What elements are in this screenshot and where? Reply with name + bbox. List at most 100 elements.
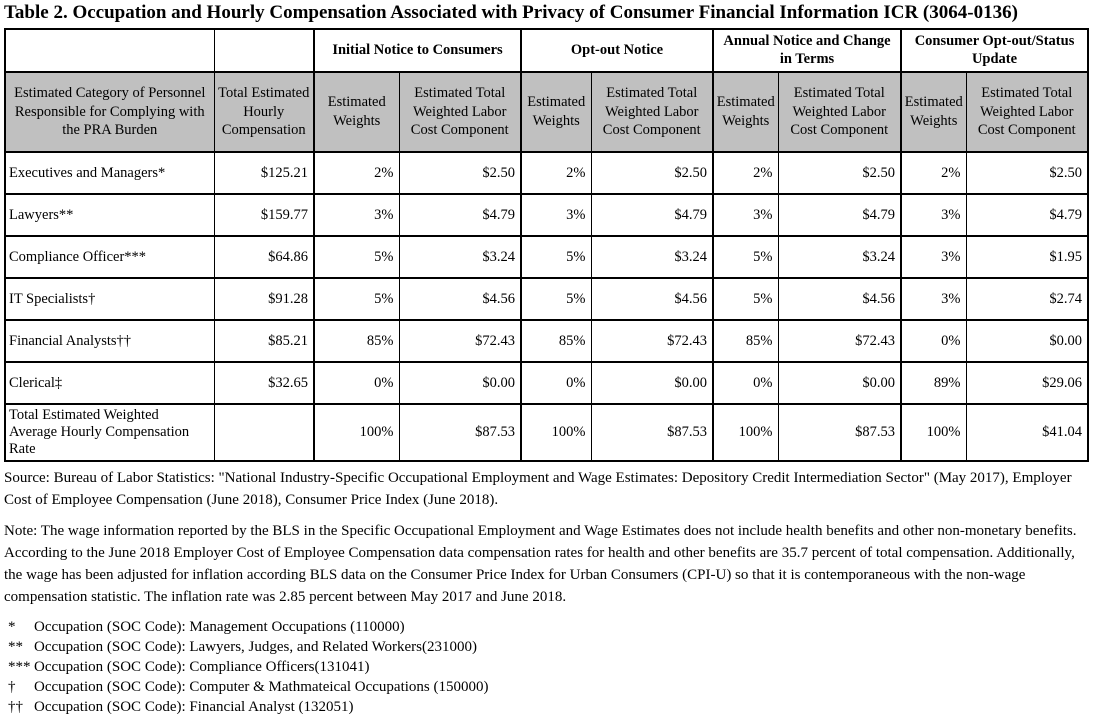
cell-cost: $4.79: [398, 193, 522, 237]
cell-weight: 3%: [712, 193, 779, 237]
cell-cost: $2.50: [777, 151, 902, 195]
cell-total-compensation: $32.65: [213, 361, 315, 405]
cell-category: IT Specialists†: [4, 277, 215, 321]
cell-cost: $1.95: [965, 235, 1089, 279]
cell-total-compensation: $91.28: [213, 277, 315, 321]
footnote: ** Occupation (SOC Code): Lawyers, Judge…: [4, 637, 1091, 657]
source-note: Source: Bureau of Labor Statistics: "Nat…: [4, 470, 1072, 508]
cell-cost: $4.56: [590, 277, 714, 321]
cell-cost: $72.43: [777, 319, 902, 363]
page-title: Table 2. Occupation and Hourly Compensat…: [4, 2, 1018, 23]
cell-weight: 100%: [900, 403, 967, 462]
cell-category: Financial Analysts††: [4, 319, 215, 363]
cell-weight: 3%: [900, 193, 967, 237]
cell-cost: $87.53: [777, 403, 902, 462]
cell-cost: $87.53: [590, 403, 714, 462]
cell-total-compensation: [213, 403, 315, 462]
cell-cost: $4.79: [965, 193, 1089, 237]
cell-weight: 100%: [313, 403, 400, 462]
column-header-cost: Estimated Total Weighted Labor Cost Comp…: [398, 71, 522, 153]
footnote-symbol: †: [8, 679, 16, 695]
cell-weight: 0%: [520, 361, 592, 405]
empty-corner-cell: [4, 28, 215, 73]
column-header-cost: Estimated Total Weighted Labor Cost Comp…: [590, 71, 714, 153]
cell-cost: $4.56: [398, 277, 522, 321]
cell-cost: $2.50: [965, 151, 1089, 195]
cell-category: Clerical‡: [4, 361, 215, 405]
cell-weight: 5%: [313, 235, 400, 279]
cell-weight: 0%: [712, 361, 779, 405]
cell-cost: $0.00: [965, 319, 1089, 363]
cell-weight: 0%: [900, 319, 967, 363]
footnote-text: Occupation (SOC Code): Financial Analyst…: [34, 699, 354, 714]
footnote: *** Occupation (SOC Code): Compliance Of…: [4, 657, 1091, 677]
table-total-row: Total Estimated Weighted Average Hourly …: [4, 403, 1089, 462]
cell-weight: 3%: [900, 277, 967, 321]
cell-weight: 5%: [520, 277, 592, 321]
footnote: † Occupation (SOC Code): Computer & Math…: [4, 677, 1091, 697]
group-header-initial-notice: Initial Notice to Consumers: [313, 28, 522, 73]
column-header-weights: Estimated Weights: [313, 71, 400, 153]
column-header-weights: Estimated Weights: [900, 71, 967, 153]
methodology-note: Note: The wage information reported by t…: [4, 523, 1077, 605]
cell-weight: 2%: [900, 151, 967, 195]
cell-cost: $4.79: [777, 193, 902, 237]
cell-total-compensation: $159.77: [213, 193, 315, 237]
footnote-text: Occupation (SOC Code): Compliance Office…: [34, 659, 370, 675]
cell-cost: $0.00: [777, 361, 902, 405]
column-header-category: Estimated Category of Personnel Responsi…: [4, 71, 215, 153]
column-header-cost: Estimated Total Weighted Labor Cost Comp…: [777, 71, 902, 153]
cell-cost: $2.50: [590, 151, 714, 195]
cell-cost: $72.43: [398, 319, 522, 363]
cell-category: Lawyers**: [4, 193, 215, 237]
cell-cost: $72.43: [590, 319, 714, 363]
table-row: Executives and Managers* $125.21 2% $2.5…: [4, 151, 1089, 195]
cell-cost: $3.24: [590, 235, 714, 279]
cell-weight: 5%: [712, 235, 779, 279]
footnote-text: Occupation (SOC Code): Management Occupa…: [34, 619, 405, 635]
column-header-cost: Estimated Total Weighted Labor Cost Comp…: [965, 71, 1089, 153]
group-header-consumer-opt-out: Consumer Opt-out/Status Update: [900, 28, 1089, 73]
group-header-annual-notice: Annual Notice and Change in Terms: [711, 28, 902, 73]
table-row: Lawyers** $159.77 3% $4.79 3% $4.79 3% $…: [4, 193, 1089, 237]
table-row: Compliance Officer*** $64.86 5% $3.24 5%…: [4, 235, 1089, 279]
cell-cost: $0.00: [590, 361, 714, 405]
cell-cost: $41.04: [965, 403, 1089, 462]
cell-category: Compliance Officer***: [4, 235, 215, 279]
table-row: IT Specialists† $91.28 5% $4.56 5% $4.56…: [4, 277, 1089, 321]
cell-weight: 0%: [313, 361, 400, 405]
cell-weight: 100%: [712, 403, 779, 462]
cell-category: Total Estimated Weighted Average Hourly …: [4, 403, 215, 462]
cell-weight: 85%: [313, 319, 400, 363]
cell-cost: $87.53: [398, 403, 522, 462]
table-row: Financial Analysts†† $85.21 85% $72.43 8…: [4, 319, 1089, 363]
cell-weight: 2%: [313, 151, 400, 195]
cell-weight: 5%: [520, 235, 592, 279]
footnote-symbol: *: [8, 619, 16, 635]
empty-corner-cell: [213, 28, 315, 73]
compensation-table: Initial Notice to Consumers Opt-out Noti…: [4, 28, 1090, 462]
cell-weight: 89%: [900, 361, 967, 405]
cell-weight: 2%: [520, 151, 592, 195]
cell-cost: $2.50: [398, 151, 522, 195]
table-column-header-row: Estimated Category of Personnel Responsi…: [4, 71, 1089, 153]
footnote-symbol: ***: [8, 659, 31, 675]
cell-total-compensation: $85.21: [213, 319, 315, 363]
footnote: * Occupation (SOC Code): Management Occu…: [4, 617, 1091, 637]
cell-weight: 5%: [313, 277, 400, 321]
cell-weight: 85%: [712, 319, 779, 363]
footnote-text: Occupation (SOC Code): Lawyers, Judges, …: [34, 639, 477, 655]
cell-category: Executives and Managers*: [4, 151, 215, 195]
cell-weight: 3%: [900, 235, 967, 279]
cell-weight: 100%: [520, 403, 592, 462]
cell-weight: 85%: [520, 319, 592, 363]
cell-cost: $0.00: [398, 361, 522, 405]
cell-cost: $3.24: [777, 235, 902, 279]
footnote-symbol: ††: [8, 699, 23, 714]
footnotes: * Occupation (SOC Code): Management Occu…: [4, 617, 1091, 714]
group-header-opt-out-notice: Opt-out Notice: [520, 28, 714, 73]
footnote: †† Occupation (SOC Code): Financial Anal…: [4, 697, 1091, 714]
cell-cost: $29.06: [965, 361, 1089, 405]
footnote-symbol: **: [8, 639, 23, 655]
